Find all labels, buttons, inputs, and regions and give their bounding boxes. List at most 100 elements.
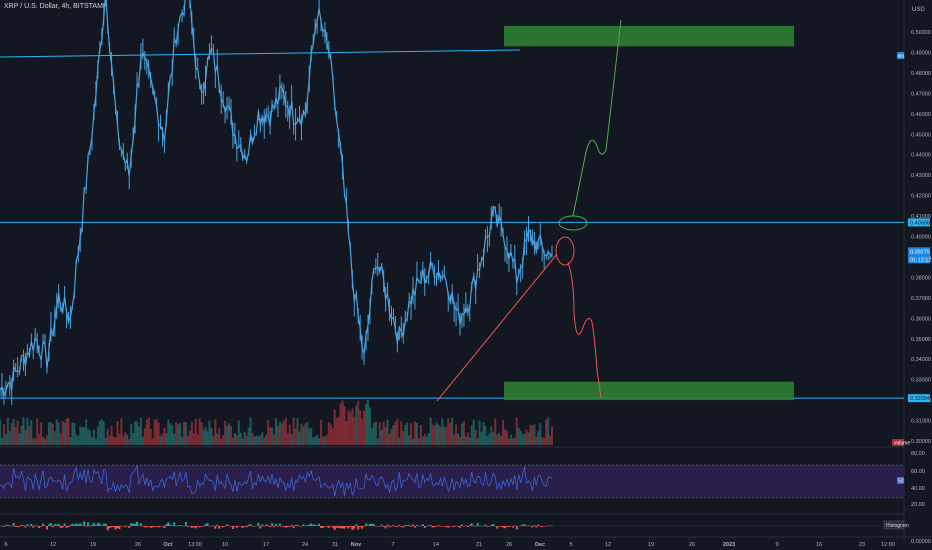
time-tick-label: 9 <box>775 542 778 548</box>
volume-bar <box>171 425 174 445</box>
volume-bar <box>517 427 520 445</box>
volume-bar <box>249 417 252 445</box>
macd-bar <box>419 525 422 527</box>
time-tick-label: 12 <box>605 542 611 548</box>
volume-bar <box>100 419 103 445</box>
volume-bar <box>269 427 272 445</box>
volume-bar <box>345 420 348 445</box>
volume-bar <box>392 424 395 445</box>
volume-bar <box>233 433 236 445</box>
volume-bar <box>470 425 473 445</box>
macd-bar <box>378 526 381 527</box>
volume-bar <box>208 420 211 445</box>
volume-bar <box>507 438 510 445</box>
volume-bar <box>126 434 129 445</box>
time-axis[interactable]: 6 12 19 26 Oct 13:00 10 17 24 31 Nov 7 14 21 26 Dec 5 12 1… <box>4 542 894 548</box>
macd-bar <box>67 526 70 528</box>
volume-bar <box>321 436 324 445</box>
macd-bar <box>173 522 176 526</box>
volume-bar <box>16 420 19 445</box>
macd-bar <box>433 526 436 527</box>
price-tick-label: 0.40000 <box>911 235 931 241</box>
macd-bar <box>531 526 534 528</box>
macd-bar <box>347 526 350 529</box>
macd-bar <box>276 526 279 527</box>
macd-bar <box>460 524 463 526</box>
macd-bar <box>488 526 491 527</box>
macd-bar <box>394 526 397 527</box>
top-trendline[interactable] <box>0 49 521 58</box>
macd-bar <box>0 525 3 527</box>
volume-bar <box>112 436 115 445</box>
countdown-badge-bg <box>908 255 930 264</box>
macd-bar <box>263 526 266 527</box>
volume-bar <box>73 422 76 445</box>
macd-bar <box>437 525 440 526</box>
volume-bar <box>147 417 150 445</box>
macd-bar <box>398 524 401 526</box>
macd-bar <box>312 524 315 526</box>
price-series[interactable] <box>0 0 553 406</box>
volume-bar <box>504 429 507 445</box>
macd-bar <box>280 526 283 527</box>
volume-bar <box>496 434 499 445</box>
volume-bar <box>439 426 442 445</box>
symbol-legend[interactable]: XRP / U.S. Dollar, 4h, BITSTAMP <box>4 3 108 10</box>
macd-bar <box>12 523 15 526</box>
macd-bar <box>425 525 428 527</box>
macd-bar <box>300 526 303 527</box>
volume-bar <box>374 421 377 445</box>
price-tick-label: 0.46000 <box>911 112 931 118</box>
volume-bar <box>237 420 240 445</box>
volume-bar <box>447 418 450 445</box>
macd-bar <box>513 525 516 526</box>
volume-bar <box>49 422 52 445</box>
time-tick-label: Oct <box>163 542 172 548</box>
macd-bar <box>494 525 497 527</box>
macd-bar <box>47 524 50 526</box>
breakout-circle[interactable] <box>558 215 588 231</box>
macd-bar <box>304 525 307 527</box>
rising-trendline[interactable] <box>436 253 558 402</box>
macd-bar <box>551 525 553 527</box>
drawings-layer[interactable] <box>0 19 904 402</box>
volume-bar <box>462 421 465 445</box>
rsi-pane[interactable]: 80.00 60.00 40.00 20.00 50 <box>0 451 925 508</box>
volume-bar <box>388 433 391 445</box>
volume-bar <box>367 399 369 445</box>
volume-bar <box>81 427 84 445</box>
volume-bar <box>214 419 217 445</box>
volume-bar <box>151 438 154 445</box>
price-tick-label: 0.37000 <box>911 296 931 302</box>
breakdown-circle[interactable] <box>555 236 575 266</box>
volume-bar <box>241 438 244 445</box>
volume-bar <box>533 424 536 445</box>
macd-bar <box>75 523 78 526</box>
macd-bar <box>517 525 520 527</box>
volume-bar <box>267 420 270 445</box>
bullish-projection[interactable] <box>572 19 622 217</box>
macd-bar <box>153 526 156 527</box>
macd-bar <box>181 525 184 527</box>
bearish-projection[interactable] <box>567 261 602 399</box>
target-zone-lower[interactable] <box>504 381 794 401</box>
macd-bar <box>188 526 191 527</box>
macd-bar <box>445 526 448 528</box>
price-axis[interactable]: 0.50000 0.49000 0.48000 0.47000 0.46000 0.450… <box>897 30 931 445</box>
macd-histogram-pane[interactable]: Histogram 0.00000 <box>0 520 931 545</box>
macd-bar <box>302 524 305 526</box>
price-tick-label: 0.33000 <box>911 378 931 384</box>
target-zone-upper[interactable] <box>504 25 794 47</box>
volume-bar <box>290 434 293 445</box>
volume-bar <box>83 426 86 445</box>
macd-bar <box>314 524 317 526</box>
volume-bar <box>183 421 185 445</box>
macd-bar <box>40 526 43 527</box>
macd-bar <box>515 526 518 530</box>
macd-bar <box>545 526 548 527</box>
volume-bar <box>464 436 467 445</box>
volume-bar <box>108 435 111 445</box>
volume-bar <box>55 419 58 445</box>
macd-bar <box>183 525 185 527</box>
